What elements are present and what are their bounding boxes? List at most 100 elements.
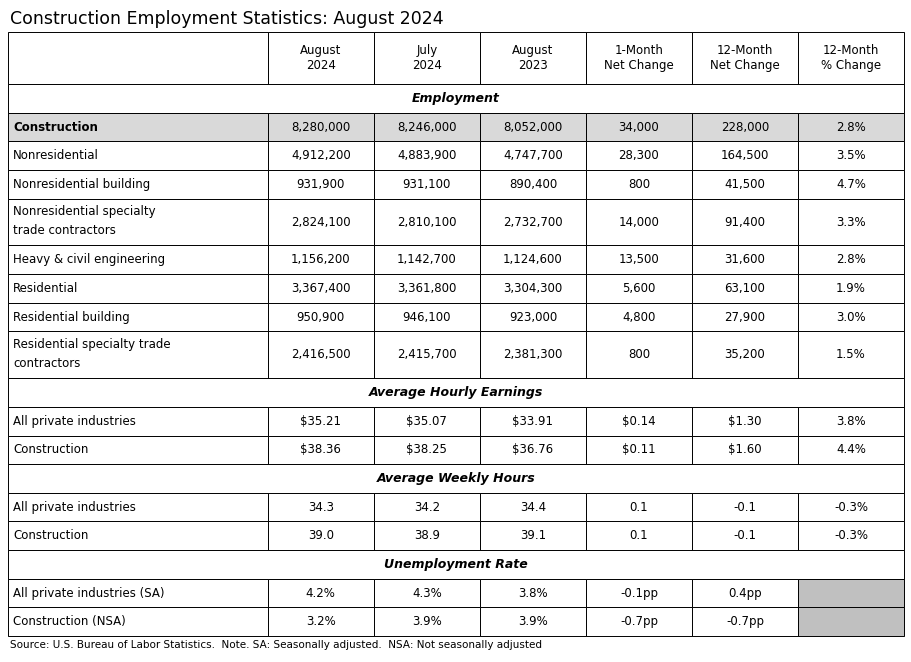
Text: 164,500: 164,500 [720,149,768,162]
Bar [374,579,479,607]
Text: 4,912,200: 4,912,200 [291,149,351,162]
Text: 4.2%: 4.2% [305,587,335,600]
Text: Construction: Construction [13,529,88,542]
Text: Average Hourly Earnings: Average Hourly Earnings [368,386,543,399]
Text: $36.76: $36.76 [512,444,553,456]
Text: 28,300: 28,300 [618,149,659,162]
Bar [797,407,903,436]
Bar [374,522,479,550]
Bar [585,113,691,142]
Text: 63,100: 63,100 [723,282,764,295]
Text: 2,732,700: 2,732,700 [503,216,562,228]
Bar [691,274,797,303]
Text: 35,200: 35,200 [723,348,764,361]
Text: Average Weekly Hours: Average Weekly Hours [376,472,535,485]
Text: 3,304,300: 3,304,300 [503,282,562,295]
Bar [585,436,691,464]
Bar [585,607,691,636]
Text: trade contractors: trade contractors [13,224,116,237]
Bar [691,32,797,84]
Text: 39.0: 39.0 [308,529,333,542]
Text: 8,246,000: 8,246,000 [396,120,456,134]
Text: 4,800: 4,800 [621,310,655,324]
Bar [797,522,903,550]
Bar [691,579,797,607]
Bar [691,332,797,378]
Text: $38.36: $38.36 [300,444,341,456]
Bar [691,407,797,436]
Text: 2,810,100: 2,810,100 [396,216,456,228]
Bar [8,246,268,274]
Bar [585,493,691,522]
Bar [268,493,374,522]
Bar [479,579,585,607]
Bar [8,142,268,170]
Text: 3.9%: 3.9% [517,615,548,628]
Bar [268,436,374,464]
Bar [268,579,374,607]
Bar [374,199,479,246]
Text: 5,600: 5,600 [621,282,655,295]
Text: 31,600: 31,600 [723,254,764,266]
Bar [374,113,479,142]
Text: $1.30: $1.30 [727,414,761,428]
Text: 1,142,700: 1,142,700 [396,254,456,266]
Bar [479,246,585,274]
Bar [797,113,903,142]
Text: 1-Month
Net Change: 1-Month Net Change [603,44,673,72]
Text: Construction Employment Statistics: August 2024: Construction Employment Statistics: Augu… [10,10,443,28]
Text: Nonresidential specialty: Nonresidential specialty [13,205,156,218]
Bar [797,32,903,84]
Text: 800: 800 [627,348,650,361]
Text: 34,000: 34,000 [618,120,659,134]
Text: 41,500: 41,500 [723,178,764,191]
Bar [374,493,479,522]
Bar [797,579,903,607]
Bar [479,32,585,84]
Text: 4.7%: 4.7% [835,178,865,191]
Bar [479,274,585,303]
Text: 1.5%: 1.5% [835,348,865,361]
Bar [479,522,585,550]
Bar [691,303,797,332]
Bar [479,436,585,464]
Text: Nonresidential: Nonresidential [13,149,98,162]
Bar [8,378,903,407]
Bar [585,274,691,303]
Bar [479,303,585,332]
Text: $35.07: $35.07 [406,414,446,428]
Text: 27,900: 27,900 [723,310,764,324]
Bar [585,32,691,84]
Text: 950,900: 950,900 [296,310,344,324]
Text: 890,400: 890,400 [508,178,557,191]
Text: 39.1: 39.1 [519,529,546,542]
Text: Employment: Employment [412,92,499,105]
Text: 3,367,400: 3,367,400 [291,282,350,295]
Text: 14,000: 14,000 [618,216,659,228]
Bar [691,199,797,246]
Text: 3.9%: 3.9% [412,615,441,628]
Text: $35.21: $35.21 [300,414,341,428]
Bar [797,436,903,464]
Text: 2,415,700: 2,415,700 [396,348,456,361]
Bar [8,274,268,303]
Text: Nonresidential building: Nonresidential building [13,178,150,191]
Text: 1,124,600: 1,124,600 [503,254,562,266]
Bar [8,332,268,378]
Bar [8,436,268,464]
Bar [585,407,691,436]
Bar [268,199,374,246]
Text: 2,381,300: 2,381,300 [503,348,562,361]
Text: 2,416,500: 2,416,500 [291,348,350,361]
Bar [8,579,268,607]
Text: 0.1: 0.1 [629,500,648,514]
Text: 34.2: 34.2 [414,500,439,514]
Text: 38.9: 38.9 [414,529,439,542]
Bar [374,170,479,199]
Text: July
2024: July 2024 [412,44,441,72]
Bar [268,407,374,436]
Text: All private industries (SA): All private industries (SA) [13,587,164,600]
Bar [268,607,374,636]
Bar [374,303,479,332]
Text: 4,747,700: 4,747,700 [503,149,562,162]
